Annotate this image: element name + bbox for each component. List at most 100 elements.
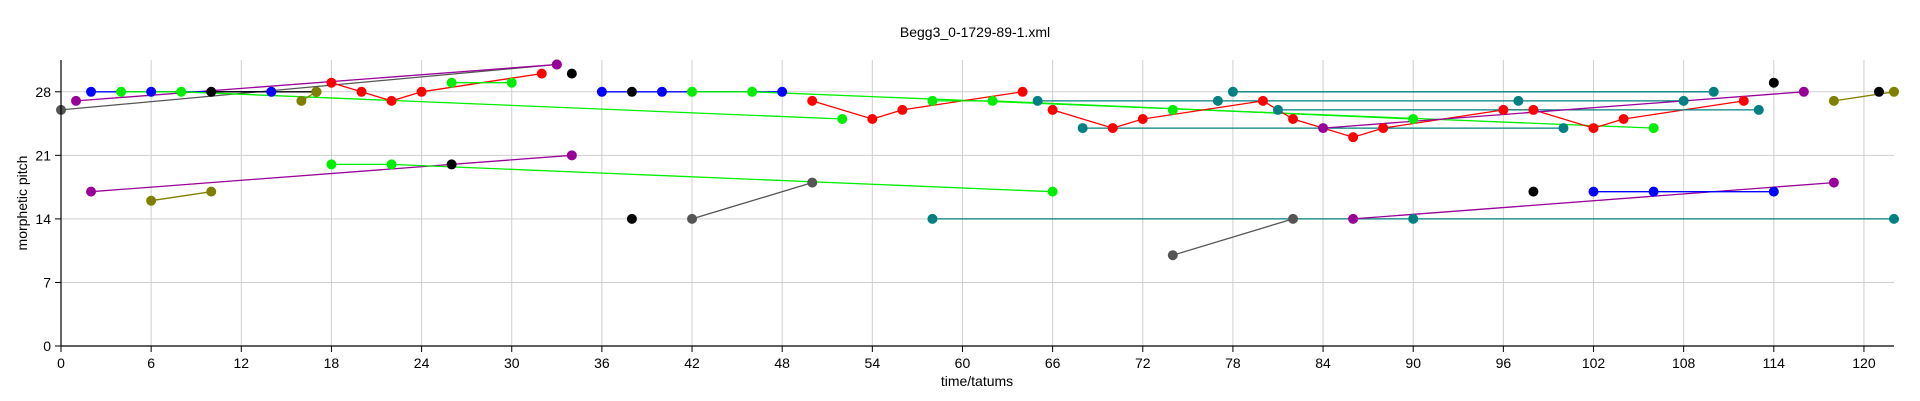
data-point-6-3 bbox=[416, 86, 427, 97]
data-point-8-0 bbox=[566, 68, 577, 79]
data-point-15-6 bbox=[1378, 123, 1389, 134]
data-point-24-1 bbox=[566, 150, 577, 161]
y-tick-label: 7 bbox=[43, 274, 51, 290]
data-point-6-4 bbox=[536, 68, 547, 79]
series-line-29 bbox=[691, 181, 813, 220]
data-point-2-2 bbox=[266, 86, 277, 97]
data-point-30-2 bbox=[1889, 213, 1899, 224]
x-tick-label: 0 bbox=[57, 355, 65, 371]
data-point-27-0 bbox=[446, 159, 457, 170]
y-tick-label: 0 bbox=[43, 338, 51, 354]
data-point-3-1 bbox=[176, 86, 187, 97]
data-point-19-1 bbox=[1753, 104, 1764, 115]
data-point-9-2 bbox=[777, 86, 788, 97]
data-point-26-1 bbox=[386, 159, 397, 170]
data-point-31-1 bbox=[1288, 213, 1299, 224]
series-line-0 bbox=[60, 63, 557, 111]
data-point-15-2 bbox=[1137, 114, 1148, 125]
data-point-30-0 bbox=[927, 213, 938, 224]
x-tick-label: 72 bbox=[1135, 355, 1151, 371]
x-ticks: 0 6 12 18 24 30 36 42 48 54 60 66 72 78 84 90 96 102 108 11… bbox=[57, 346, 1876, 371]
data-point-15-11 bbox=[1738, 95, 1749, 106]
data-point-1-1 bbox=[551, 59, 562, 70]
data-point-2-0 bbox=[86, 86, 97, 97]
data-point-15-9 bbox=[1588, 123, 1599, 134]
series-line-22 bbox=[1833, 91, 1895, 102]
data-point-25-1 bbox=[206, 186, 217, 197]
data-point-7-1 bbox=[506, 77, 517, 88]
x-tick-label: 24 bbox=[414, 355, 430, 371]
y-tick-label: 21 bbox=[35, 147, 51, 163]
x-tick-label: 54 bbox=[865, 355, 881, 371]
data-point-15-7 bbox=[1498, 104, 1509, 115]
x-tick-label: 42 bbox=[684, 355, 700, 371]
series-line-15 bbox=[1052, 100, 1744, 138]
data-point-29-1 bbox=[807, 177, 818, 188]
data-point-15-5 bbox=[1348, 132, 1359, 143]
data-point-29-0 bbox=[687, 213, 698, 224]
data-point-14-1 bbox=[1212, 95, 1223, 106]
data-point-12-2 bbox=[897, 104, 908, 115]
x-tick-label: 60 bbox=[955, 355, 971, 371]
data-point-13-0 bbox=[927, 95, 938, 106]
data-point-13-1 bbox=[987, 95, 998, 106]
data-point-28-0 bbox=[626, 213, 637, 224]
data-point-10-0 bbox=[626, 86, 637, 97]
data-point-5-1 bbox=[311, 86, 322, 97]
data-point-11-2 bbox=[1648, 123, 1659, 134]
data-point-25-0 bbox=[146, 195, 157, 206]
data-point-9-1 bbox=[656, 86, 667, 97]
data-point-12-0 bbox=[807, 95, 818, 106]
data-point-15-10 bbox=[1618, 114, 1629, 125]
x-tick-label: 102 bbox=[1582, 355, 1606, 371]
x-tick-label: 96 bbox=[1496, 355, 1512, 371]
data-point-33-0 bbox=[1528, 186, 1539, 197]
x-tick-label: 78 bbox=[1225, 355, 1241, 371]
data-point-31-0 bbox=[1167, 250, 1178, 261]
data-point-13-2 bbox=[1408, 114, 1419, 125]
data-point-9-0 bbox=[596, 86, 607, 97]
x-tick-label: 84 bbox=[1315, 355, 1331, 371]
x-tick-label: 120 bbox=[1852, 355, 1876, 371]
data-point-1-0 bbox=[71, 95, 82, 106]
series-line-1 bbox=[75, 63, 557, 102]
data-point-16-0 bbox=[1077, 123, 1088, 134]
data-point-17-0 bbox=[1167, 104, 1178, 115]
series-line-3 bbox=[121, 91, 843, 120]
data-point-4-0 bbox=[206, 86, 217, 97]
data-point-14-0 bbox=[1032, 95, 1043, 106]
data-point-30-1 bbox=[1408, 213, 1419, 224]
data-point-14-2 bbox=[1513, 95, 1524, 106]
data-point-34-0 bbox=[1588, 186, 1599, 197]
data-point-5-0 bbox=[296, 95, 307, 106]
series-line-32 bbox=[1353, 181, 1834, 220]
data-point-7-0 bbox=[446, 77, 457, 88]
x-tick-label: 114 bbox=[1763, 355, 1786, 371]
data-point-2-1 bbox=[146, 86, 157, 97]
data-point-26-0 bbox=[326, 159, 337, 170]
grid-lines bbox=[60, 60, 1894, 347]
x-tick-label: 18 bbox=[324, 355, 340, 371]
x-tick-label: 12 bbox=[234, 355, 250, 371]
data-point-32-1 bbox=[1828, 177, 1839, 188]
x-tick-label: 108 bbox=[1672, 355, 1696, 371]
x-tick-label: 90 bbox=[1405, 355, 1421, 371]
data-point-6-0 bbox=[326, 77, 337, 88]
chart-title: Begg3_0-1729-89-1.xml bbox=[900, 24, 1050, 40]
data-point-11-0 bbox=[687, 86, 698, 97]
data-point-15-3 bbox=[1257, 95, 1268, 106]
data-point-3-0 bbox=[116, 86, 127, 97]
data-point-22-1 bbox=[1889, 86, 1899, 97]
x-tick-label: 48 bbox=[774, 355, 790, 371]
data-point-15-1 bbox=[1107, 123, 1118, 134]
data-point-15-8 bbox=[1528, 104, 1539, 115]
x-tick-label: 30 bbox=[504, 355, 520, 371]
data-point-19-0 bbox=[1272, 104, 1283, 115]
data-point-26-2 bbox=[1047, 186, 1058, 197]
data-point-23-0 bbox=[1873, 86, 1884, 97]
data-point-18-1 bbox=[1708, 86, 1719, 97]
data-point-32-0 bbox=[1348, 213, 1359, 224]
y-ticks: 0 7 14 21 28 bbox=[35, 84, 61, 354]
